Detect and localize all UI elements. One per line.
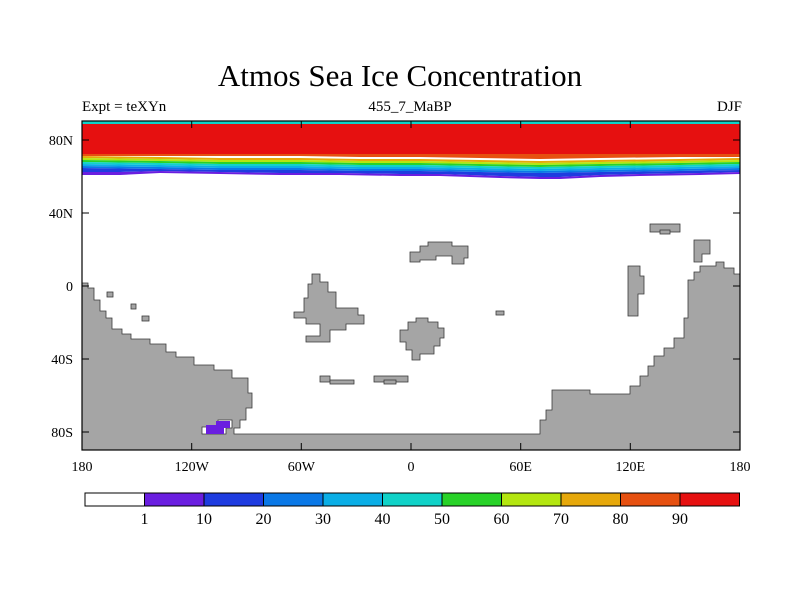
land-bar-2 xyxy=(329,379,355,385)
lon-tick-label: 180 xyxy=(72,460,93,475)
ice-band-10 xyxy=(82,168,740,177)
colorbar-box-9 xyxy=(620,492,681,507)
land-island-4 xyxy=(495,310,505,316)
experiment-label: Expt = teXYn xyxy=(82,99,167,115)
colorbar-box-1 xyxy=(144,492,205,507)
lon-tick-label: 120E xyxy=(616,460,646,475)
colorbar xyxy=(84,492,740,507)
colorbar-label: 50 xyxy=(434,511,450,528)
colorbar-label: 20 xyxy=(256,511,272,528)
colorbar-box-5 xyxy=(382,492,443,507)
lat-tick-label: 40N xyxy=(49,207,73,222)
ice-band-1 xyxy=(82,171,740,179)
colorbar-label: 80 xyxy=(613,511,629,528)
lon-tick-label: 120W xyxy=(175,460,210,475)
land-island-3 xyxy=(141,315,150,322)
colorbar-box-10 xyxy=(679,492,740,507)
arctic-sea-ice xyxy=(82,121,740,179)
lon-tick-label: 180 xyxy=(730,460,751,475)
axis-ticks xyxy=(81,121,741,450)
chart-title: Atmos Sea Ice Concentration xyxy=(217,58,583,93)
lat-tick-label: 0 xyxy=(66,280,73,295)
ice-spot-fill xyxy=(206,421,230,434)
lon-tick-label: 0 xyxy=(408,460,415,475)
ice-band-80 xyxy=(82,154,740,159)
land-island-8 xyxy=(693,239,711,263)
lat-tick-label: 40S xyxy=(51,353,73,368)
colorbar-box-8 xyxy=(560,492,621,507)
colorbar-box-3 xyxy=(263,492,324,507)
colorbar-box-4 xyxy=(322,492,383,507)
land-bar-4 xyxy=(383,379,397,385)
ice-band-50 xyxy=(82,160,740,167)
ice-band-60 xyxy=(82,158,740,165)
land-bar-1 xyxy=(319,375,331,383)
lon-tick-label: 60W xyxy=(288,460,316,475)
land-continent-c xyxy=(409,241,469,265)
land-island-1 xyxy=(106,291,114,298)
lat-tick-label: 80S xyxy=(51,426,73,441)
colorbar-label: 10 xyxy=(196,511,212,528)
antarctic-sea-ice xyxy=(201,419,233,435)
ice-band-20 xyxy=(82,166,740,173)
lat-tick-label: 80N xyxy=(49,134,73,149)
ice-band-90b xyxy=(82,124,740,154)
colorbar-box-2 xyxy=(203,492,264,507)
colorbar-box-6 xyxy=(441,492,502,507)
colorbar-box-7 xyxy=(501,492,562,507)
lon-tick-label: 60E xyxy=(509,460,532,475)
ice-band-40 xyxy=(82,162,740,169)
colorbar-label: 60 xyxy=(494,511,510,528)
colorbar-label: 40 xyxy=(375,511,391,528)
colorbar-label: 90 xyxy=(672,511,688,528)
period-label: 455_7_MaBP xyxy=(368,99,452,115)
ice-band-70 xyxy=(82,156,740,163)
land-island-7 xyxy=(659,229,671,235)
colorbar-label: 70 xyxy=(553,511,569,528)
ice-band-30 xyxy=(82,164,740,171)
land-island-2 xyxy=(130,303,137,310)
season-label: DJF xyxy=(716,99,742,115)
land-south-america-antarctica xyxy=(81,261,741,451)
colorbar-label: 1 xyxy=(141,511,149,528)
land-continent-b xyxy=(399,317,445,361)
land-island-5 xyxy=(627,265,645,317)
colorbar-label: 30 xyxy=(315,511,331,528)
colorbar-box-0 xyxy=(84,492,145,507)
land-masses xyxy=(81,223,741,451)
land-continent-a xyxy=(293,273,365,343)
